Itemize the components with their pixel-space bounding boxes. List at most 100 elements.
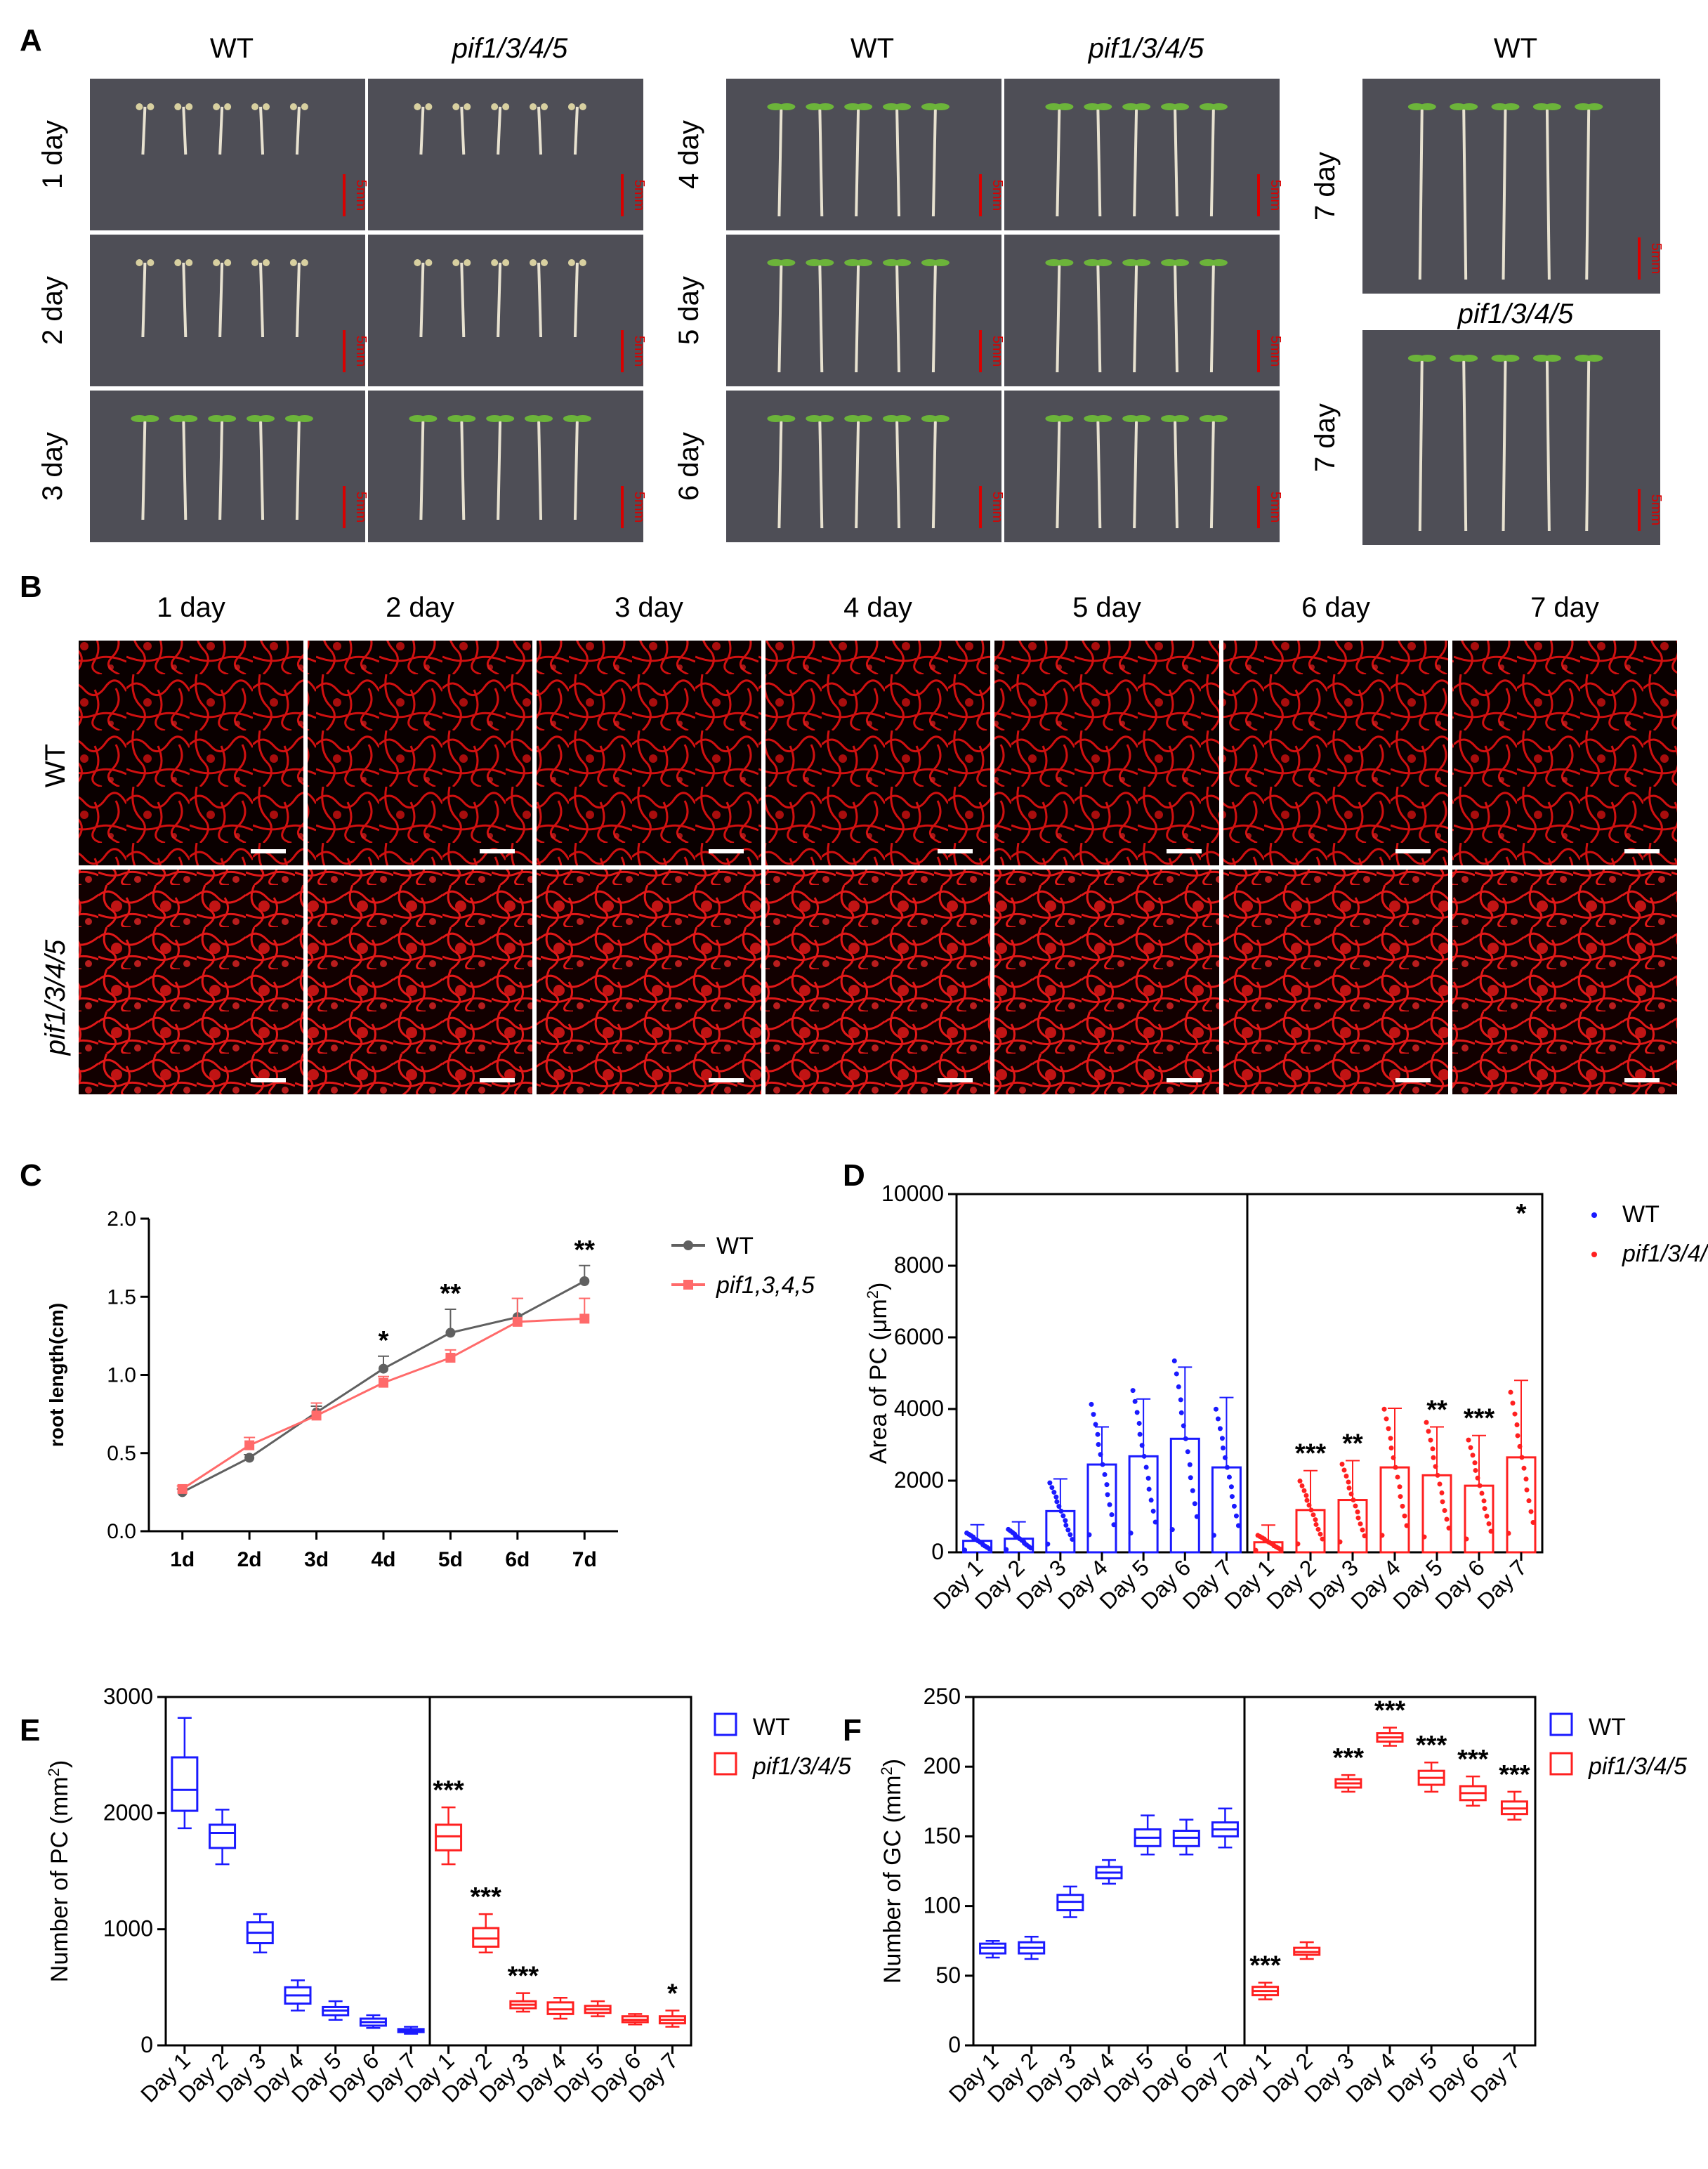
d-bar-1-2 [1337,1499,1368,1554]
seedling-root-3-0 [419,262,425,338]
c-point-1-6 [579,1313,590,1324]
d-dot-0-5-2 [1188,1475,1193,1481]
d-dot-1-2-12 [1346,1479,1351,1485]
d-dot-0-2-12 [1053,1494,1059,1500]
d-dot-0-0-11 [987,1546,992,1552]
seedling-root-10-0 [777,418,783,529]
seedling-root-4-3 [259,418,265,520]
d-dot-1-5-0 [1464,1536,1469,1542]
d-dot-1-3-11 [1404,1523,1410,1528]
panel-label-f: F [843,1713,862,1748]
col-label-wt-1: WT [210,33,254,64]
d-dot-1-1-7 [1308,1507,1314,1513]
confocal-mut-6 [1452,870,1677,1094]
c-x-tick-label-4: 5d [438,1548,463,1571]
col-label-mut-2: pif1/3/4/5 [1088,33,1204,64]
seedling-leaf-8-4b [932,259,950,266]
seedling-leaf-7-4b [1210,103,1228,110]
d-dot-0-1-13 [1021,1539,1027,1545]
d-bar-0-6 [1211,1466,1242,1554]
d-dot-0-3-7 [1100,1462,1105,1467]
d-legend-label-0: WT [1622,1201,1660,1228]
seedling-photo-6 [726,79,1001,230]
seedling-leaf-1-3 [530,103,537,110]
seedling-leaf-12-2b [1502,103,1520,110]
d-dot-1-2-7 [1351,1498,1356,1503]
d-dot-1-2-3 [1339,1461,1345,1467]
seedling-leaf-6-1b [817,103,834,110]
d-dot-0-0-0 [962,1547,968,1553]
confocal-mut-4 [994,870,1219,1094]
seedling-root-7-3 [1174,106,1179,217]
seedling-photo-3 [368,235,643,386]
f-legend-marker-1 [1549,1752,1573,1776]
d-dot-1-3-3 [1381,1406,1387,1412]
d-dot-1-5-4 [1475,1475,1480,1481]
d-dot-0-4-4 [1139,1443,1145,1448]
d-dot-1-1-6 [1299,1483,1305,1488]
d-dot-1-5-10 [1479,1490,1485,1496]
d-dot-0-2-1 [1054,1499,1060,1505]
seedling-leaf-11-0b [1056,415,1074,422]
seedling-photo-7 [1004,79,1280,230]
seedling-leaf-6-2b [855,103,873,110]
d-dot-1-4-9 [1428,1437,1433,1443]
seedling-leaf-3-3 [530,259,537,266]
seedling-leaf-10-1b [817,415,834,422]
scale-bar-label-0: 5mm [353,180,369,211]
d-dot-0-5-12 [1178,1397,1183,1403]
seedling-root-9-3 [1174,262,1179,373]
seedling-root-0-2 [218,106,224,155]
c-significance-2: ** [574,1236,595,1265]
seedling-root-11-0 [1056,418,1061,529]
d-dot-0-2-5 [1065,1527,1071,1533]
panel-label-a: A [20,23,42,58]
scale-bar-label-12: 5mm [1648,243,1664,274]
c-significance-0: * [379,1326,389,1356]
d-dot-1-0-11 [1277,1547,1283,1552]
e-plot-frame [164,1696,692,2047]
c-legend-marker-1 [683,1280,693,1290]
d-dot-0-2-7 [1058,1508,1064,1514]
seedling-leaf-2-3b [263,259,270,266]
seedling-leaf-4-4b [296,415,313,422]
d-dot-0-4-7 [1141,1453,1147,1459]
seedling-leaf-11-1b [1095,415,1112,422]
seedling-root-7-4 [1209,106,1215,217]
seedling-leaf-8-2b [855,259,873,266]
d-dot-1-2-0 [1337,1539,1343,1545]
c-significance-1: ** [440,1279,461,1309]
seedling-leaf-13-2b [1502,355,1520,362]
d-dot-1-3-5 [1400,1503,1405,1509]
seedling-root-13-3 [1545,358,1551,532]
d-y-label-main: Area of PC ( [865,1332,892,1464]
seedling-leaf-0-4b [301,103,308,110]
seedling-leaf-10-4b [932,415,950,422]
seedling-root-3-1 [460,262,466,338]
day-row-label-4: 5 day [674,276,704,345]
d-dot-0-2-13 [1063,1518,1068,1523]
d-dot-0-2-4 [1056,1504,1062,1509]
e-box-0-1 [209,1823,237,1849]
d-legend-marker-1 [1591,1252,1597,1257]
d-dot-1-6-7 [1519,1455,1525,1460]
d-dot-1-6-1 [1515,1433,1520,1439]
seedling-root-2-3 [259,262,265,338]
confocal-day-label-2: 3 day [615,592,683,623]
seedling-root-0-0 [141,106,147,155]
seedling-leaf-2-3 [251,259,259,266]
d-dot-0-2-3 [1047,1480,1053,1486]
seedling-photo-0 [90,79,365,230]
col-label-mut-1: pif1/3/4/5 [452,33,568,64]
d-dot-1-2-8 [1360,1527,1365,1533]
d-dot-0-3-4 [1098,1452,1103,1457]
d-x-tick-label-1-6: Day 7 [1472,1554,1532,1614]
f-significance-4: *** [1457,1745,1489,1774]
d-dot-0-1-0 [1004,1547,1009,1552]
c-point-0-4 [445,1328,456,1338]
seedling-root-5-0 [419,418,425,520]
d-dot-0-2-2 [1063,1522,1069,1528]
c-point-0-6 [579,1276,590,1286]
seedling-root-12-4 [1585,106,1591,280]
d-dot-1-1-11 [1320,1536,1325,1542]
